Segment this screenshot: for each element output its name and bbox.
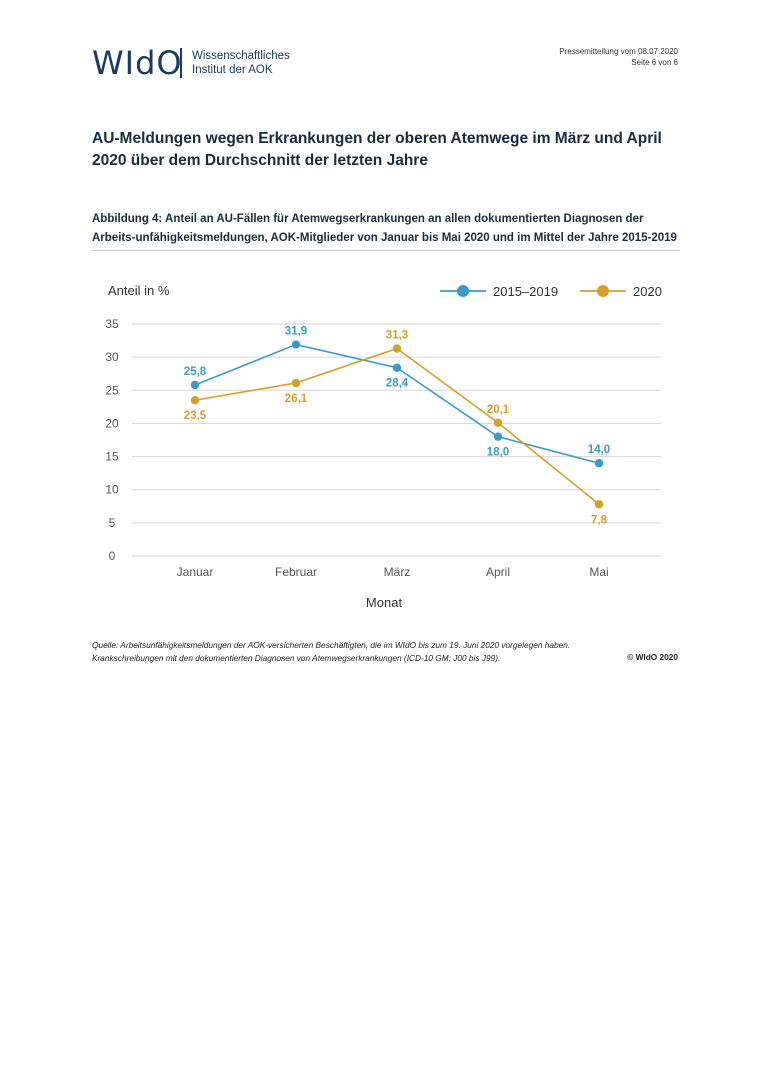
y-tick-label: 10 [105, 483, 119, 497]
y-tick-label: 5 [109, 516, 116, 530]
data-label: 18,0 [487, 447, 509, 459]
source-line1: Quelle: Arbeitsunfähigkeitsmeldungen der… [92, 640, 571, 650]
x-axis-ticks: Januar Februar März April Mai [177, 565, 609, 579]
series-line [194, 343, 600, 464]
data-point [594, 459, 604, 468]
y-tick-label: 0 [109, 549, 116, 563]
logo-divider [180, 48, 182, 78]
data-point [190, 396, 200, 405]
data-label: 28,4 [386, 378, 409, 390]
data-point [392, 344, 402, 353]
data-label: 25,8 [184, 366, 207, 378]
legend-swatch-dot [457, 285, 469, 297]
y-tick-label: 30 [105, 350, 119, 364]
series-lines: 25,8 31,9 28,4 18,0 14,0 23,5 26,1 31,3 20,1 7,8 [184, 326, 610, 527]
series-2: 23,5 26,1 31,3 20,1 7,8 [184, 330, 608, 527]
grid-lines [132, 323, 661, 557]
page-headline: AU-Meldungen wegen Erkrankungen der ober… [92, 130, 662, 169]
logo-line1: Wissenschaftliches [192, 50, 290, 62]
data-point [493, 432, 503, 441]
data-point [392, 363, 402, 372]
x-axis-label: Monat [366, 595, 403, 610]
legend-item: 2020 [580, 284, 662, 299]
copyright: © WIdO 2020 [627, 652, 678, 662]
data-point [190, 380, 200, 390]
caption-divider [92, 250, 680, 251]
x-tick-label: April [486, 565, 510, 579]
y-tick-label: 25 [105, 383, 119, 397]
series-1: 25,8 31,9 28,4 18,0 14,0 [184, 326, 610, 468]
page-number: Seite 6 von 6 [631, 58, 678, 67]
x-tick-label: März [384, 565, 411, 579]
data-label: 7,8 [591, 514, 608, 526]
press-info: Pressemitteilung vom 08.07.2020 Seite 6 … [559, 46, 678, 68]
press-release-date: Pressemitteilung vom 08.07.2020 [559, 47, 678, 56]
data-label: 31,9 [285, 326, 307, 338]
logo-line2: Institut der AOK [192, 64, 273, 76]
y-axis-ticks: 0 5 10 15 20 25 30 35 [105, 317, 119, 563]
data-point [291, 340, 301, 349]
data-point [594, 500, 604, 509]
data-point [291, 378, 301, 388]
legend-label: 2020 [633, 284, 662, 299]
x-tick-label: Mai [589, 565, 608, 579]
legend-item: 2015–2019 [440, 284, 558, 299]
y-tick-label: 20 [105, 416, 119, 430]
data-label: 31,3 [386, 330, 408, 342]
figure-caption: Abbildung 4: Anteil an AU-Fällen für Ate… [92, 213, 677, 244]
data-label: 20,1 [487, 404, 510, 416]
x-tick-label: Februar [275, 565, 317, 579]
y-tick-label: 15 [105, 450, 119, 464]
data-label: 14,0 [588, 444, 610, 456]
data-point [493, 418, 503, 427]
source-line2: Krankschreibungen mit den dokumentierten… [92, 653, 501, 663]
logo-mark: WIdO [92, 44, 183, 82]
legend-label: 2015–2019 [493, 284, 558, 299]
line-chart: 0 5 10 15 20 25 30 35 Januar Februar März April Mai… [105, 283, 662, 610]
legend-swatch-dot [597, 285, 609, 297]
data-label: 26,1 [285, 393, 308, 405]
x-tick-label: Januar [177, 565, 214, 579]
data-label: 23,5 [184, 410, 207, 422]
source-note: Quelle: Arbeitsunfähigkeitsmeldungen der… [92, 639, 682, 665]
y-axis-label: Anteil in % [108, 283, 170, 298]
logo-text: Wissenschaftliches Institut der AOK [192, 49, 290, 77]
y-tick-label: 35 [105, 317, 119, 331]
legend: 2015–2019 2020 [440, 284, 662, 299]
